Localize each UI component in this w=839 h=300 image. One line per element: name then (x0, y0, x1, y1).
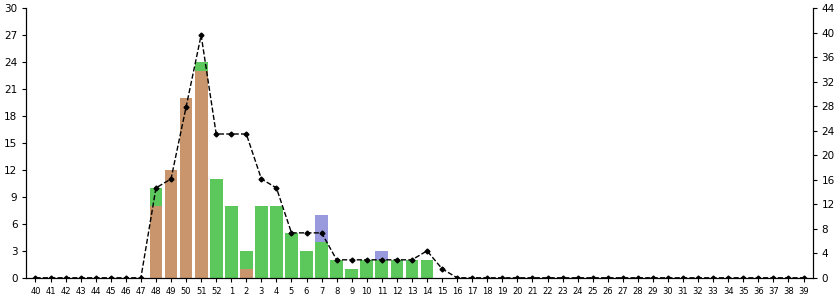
Bar (331, 260, 343, 278)
Bar (149, 188, 163, 206)
Bar (164, 170, 177, 278)
Bar (346, 269, 358, 278)
Bar (315, 242, 328, 278)
Bar (361, 260, 373, 278)
Bar (300, 251, 313, 278)
Bar (240, 251, 253, 269)
Bar (315, 215, 328, 242)
Bar (285, 233, 298, 278)
Bar (270, 206, 283, 278)
Bar (405, 260, 419, 278)
Bar (195, 71, 207, 278)
Bar (375, 260, 388, 278)
Bar (240, 269, 253, 278)
Bar (375, 251, 388, 260)
Bar (225, 206, 237, 278)
Bar (149, 206, 163, 278)
Bar (210, 179, 222, 278)
Bar (420, 260, 434, 278)
Bar (390, 260, 404, 278)
Bar (195, 62, 207, 71)
Bar (180, 98, 192, 278)
Bar (255, 206, 268, 278)
